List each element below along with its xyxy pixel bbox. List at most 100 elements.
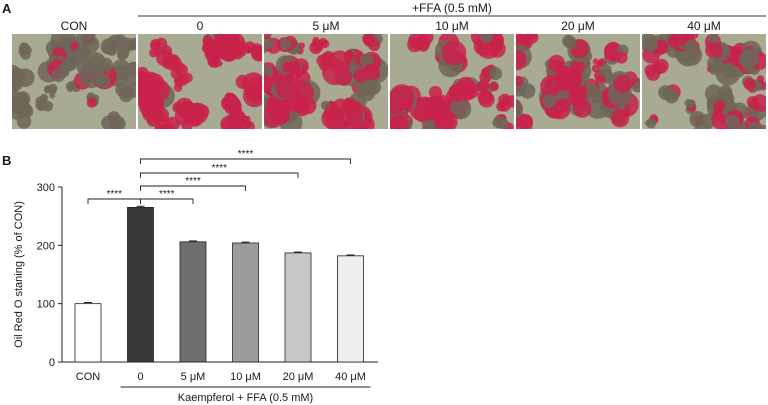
cell-cluster [597, 61, 603, 67]
significance-label: **** [211, 163, 227, 174]
cell-cluster [172, 61, 181, 71]
cell-cluster [49, 92, 56, 99]
cell-cluster [449, 97, 472, 120]
micrograph-label: 40 μM [687, 19, 721, 33]
panel-b-label: B [2, 153, 11, 168]
cell-cluster [705, 41, 723, 59]
cell-cluster [12, 67, 26, 87]
cell-cluster [264, 36, 274, 50]
cell-cluster [342, 98, 358, 114]
cell-cluster [487, 40, 506, 58]
cell-cluster [86, 97, 97, 108]
significance-label: **** [106, 189, 122, 200]
significance-label: **** [238, 149, 254, 160]
cell-cluster [90, 39, 97, 46]
cell-cluster [480, 67, 491, 78]
bar [284, 252, 312, 363]
cell-cluster [708, 34, 720, 44]
significance-label: **** [159, 189, 175, 200]
significance-bracket [140, 172, 299, 178]
cell-cluster [643, 37, 658, 53]
significance-bracket [140, 185, 246, 191]
cell-cluster [264, 105, 285, 128]
cell-cluster [362, 34, 375, 45]
x-tick-label: 20 μM [283, 371, 314, 383]
cell-cluster [615, 51, 628, 64]
bar-chart: Oil Red O staning (% of CON) 0 100 200 300 CO… [13, 149, 378, 404]
cell-cluster [415, 34, 431, 51]
cell-cluster [164, 116, 180, 129]
cell-cluster [402, 101, 412, 112]
cell-cluster [346, 109, 364, 127]
cell-cluster [264, 74, 273, 93]
micrograph-image [642, 34, 766, 129]
cell-cluster [557, 98, 571, 112]
micrograph-label: 10 μM [435, 19, 469, 33]
cell-cluster [756, 75, 765, 83]
cell-cluster [51, 68, 66, 83]
cell-cluster [505, 95, 514, 108]
x-axis-label: Kaempferol + FFA (0.5 mM) [178, 392, 313, 404]
y-axis-label: Oil Red O staning (% of CON) [13, 201, 25, 348]
cell-cluster [424, 105, 435, 116]
cell-cluster [645, 118, 657, 129]
micrograph-label: 20 μM [561, 19, 595, 33]
bar [179, 241, 207, 363]
cell-cluster [224, 92, 234, 102]
cell-cluster [280, 38, 292, 50]
cell-cluster [43, 85, 53, 94]
cell-cluster [181, 119, 193, 129]
cell-cluster [18, 47, 28, 57]
micrograph-image [390, 34, 514, 129]
cell-cluster [613, 75, 632, 94]
cell-cluster [610, 109, 630, 128]
cell-cluster [516, 99, 523, 120]
cell-cluster [250, 45, 262, 56]
significance-bracket [140, 198, 194, 204]
bar [232, 242, 259, 363]
cell-cluster [95, 74, 111, 89]
cell-cluster [395, 114, 405, 123]
cell-cluster [243, 115, 251, 123]
cell-cluster [245, 121, 252, 128]
cell-cluster [572, 99, 592, 118]
cell-cluster [563, 69, 583, 88]
cell-cluster [150, 39, 161, 50]
cell-cluster [359, 53, 374, 67]
cell-cluster [740, 49, 760, 68]
cell-cluster [188, 102, 203, 118]
cell-cluster [747, 121, 762, 129]
cell-cluster [476, 80, 489, 93]
cell-cluster [478, 91, 495, 108]
micrograph-label: 5 μM [313, 19, 340, 33]
cell-cluster [220, 115, 239, 129]
cell-cluster [488, 67, 502, 81]
x-tick-label: 10 μM [230, 371, 261, 383]
cell-cluster [492, 116, 505, 129]
micrograph-image [516, 34, 640, 129]
cell-cluster [592, 58, 599, 65]
cell-cluster [202, 38, 220, 57]
cell-cluster [15, 100, 30, 115]
cell-cluster [236, 115, 245, 123]
cell-cluster [707, 56, 720, 70]
y-tick-label: 200 [37, 240, 55, 252]
cell-cluster [489, 81, 499, 92]
bar [127, 207, 154, 363]
cell-cluster [725, 114, 740, 129]
cell-cluster [298, 42, 305, 49]
cell-cluster [518, 114, 533, 129]
cell-cluster [87, 34, 96, 39]
cell-cluster [751, 94, 766, 112]
bar [74, 303, 102, 363]
cell-cluster [321, 39, 330, 49]
micrograph-label: CON [61, 19, 88, 33]
cell-cluster [743, 77, 756, 91]
cell-cluster [480, 34, 493, 44]
micrograph-image [12, 34, 136, 129]
cell-cluster [652, 61, 662, 71]
y-tick-label: 0 [49, 357, 55, 369]
cell-cluster [570, 61, 581, 73]
cell-cluster [456, 76, 475, 95]
